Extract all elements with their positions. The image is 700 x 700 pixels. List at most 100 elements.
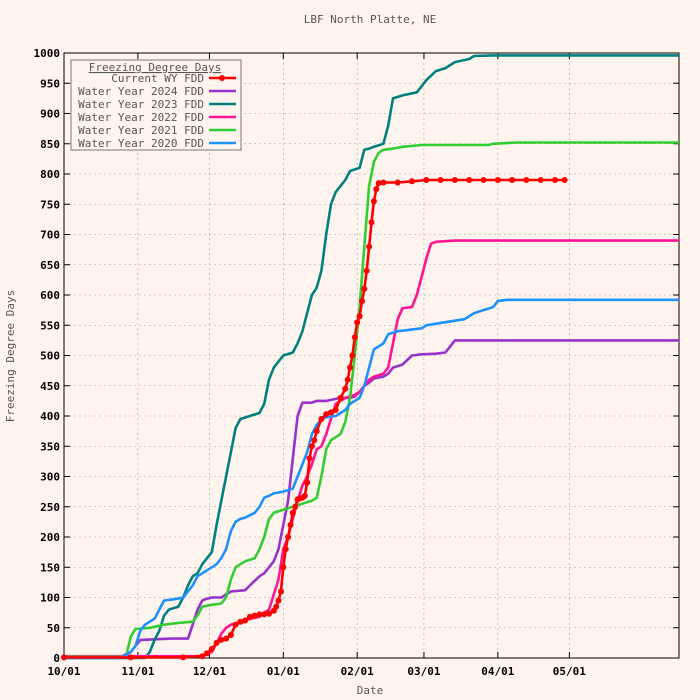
data-point	[266, 610, 272, 617]
data-point	[375, 180, 382, 187]
data-point	[227, 632, 234, 638]
data-point	[318, 416, 325, 422]
data-point	[232, 621, 239, 628]
x-tick-label: 12/01	[193, 665, 226, 678]
y-tick-label: 950	[40, 77, 60, 90]
series-line-water-year-2021-fdd	[64, 141, 679, 659]
data-point	[242, 617, 249, 624]
y-tick-label: 150	[40, 561, 60, 574]
data-point	[261, 611, 268, 618]
legend-label: Water Year 2020 FDD	[78, 137, 204, 150]
y-tick-label: 450	[40, 380, 60, 393]
series-line-water-year-2024-fdd	[64, 339, 679, 659]
y-tick-label: 250	[40, 501, 60, 514]
data-point	[359, 298, 365, 305]
data-point	[423, 177, 430, 183]
y-tick-label: 700	[40, 229, 60, 242]
data-point	[363, 267, 370, 274]
series-line-water-year-2020-fdd	[64, 298, 679, 660]
data-point	[308, 443, 315, 450]
y-tick-label: 1000	[34, 47, 61, 60]
data-point	[237, 618, 244, 625]
series-line-current-wy-fdd	[64, 178, 565, 659]
data-point	[351, 334, 358, 341]
data-point	[368, 219, 375, 226]
chart-title: LBF North Platte, NE	[304, 13, 436, 26]
data-point	[366, 243, 373, 250]
data-point	[354, 319, 361, 326]
data-point	[349, 352, 356, 359]
y-tick-label: 750	[40, 198, 60, 211]
grid	[64, 53, 679, 658]
data-point	[347, 364, 353, 371]
data-point	[277, 588, 284, 595]
data-point	[373, 186, 380, 193]
x-tick-label: 02/01	[341, 665, 374, 678]
data-point	[180, 654, 187, 661]
y-axis: 0 50 100 150 200 250 300 350 400 450 500 550 600 650 7…	[34, 47, 679, 665]
data-point	[311, 437, 318, 444]
y-tick-label: 850	[40, 138, 60, 151]
x-tick-label: 10/01	[47, 665, 80, 678]
data-point	[328, 409, 334, 416]
y-tick-label: 300	[40, 471, 60, 484]
x-axis: 10/01 11/01 12/01 01/01 02/01 03/01 04/01 05/01	[47, 53, 586, 678]
x-tick-label: 11/01	[121, 665, 154, 678]
legend-marker	[219, 75, 225, 81]
y-tick-label: 900	[40, 108, 60, 121]
y-tick-label: 100	[40, 592, 60, 605]
data-point	[523, 177, 530, 183]
series-line-water-year-2022-fdd	[64, 239, 679, 658]
data-point	[287, 521, 294, 528]
series-layer	[61, 54, 679, 661]
data-point	[370, 198, 377, 205]
y-tick-label: 200	[40, 531, 60, 544]
x-tick-label: 01/01	[267, 665, 300, 678]
data-point	[380, 179, 387, 186]
data-point	[304, 479, 311, 486]
data-point	[223, 635, 230, 642]
data-point	[282, 546, 289, 553]
data-point	[552, 177, 558, 183]
y-tick-label: 650	[40, 259, 60, 272]
data-point	[285, 534, 292, 540]
legend-label: Water Year 2023 FDD	[78, 98, 204, 111]
legend-label: Water Year 2021 FDD	[78, 124, 204, 137]
data-point	[337, 394, 344, 401]
legend-label: Water Year 2024 FDD	[78, 85, 204, 98]
data-point	[561, 177, 568, 183]
data-point	[246, 613, 253, 620]
data-point	[213, 639, 220, 646]
y-tick-label: 350	[40, 440, 60, 453]
data-point	[323, 411, 330, 418]
x-tick-label: 03/01	[407, 665, 440, 678]
data-point	[127, 654, 134, 661]
data-point	[332, 407, 339, 413]
data-point	[301, 492, 308, 499]
data-point	[537, 177, 544, 183]
data-point	[494, 177, 501, 183]
y-tick-label: 800	[40, 168, 60, 181]
data-point	[289, 509, 296, 516]
data-point	[273, 603, 280, 610]
data-point	[251, 612, 258, 619]
data-point	[437, 177, 444, 183]
y-tick-label: 500	[40, 350, 60, 363]
legend-label: Current WY FDD	[111, 72, 204, 85]
y-tick-label: 550	[40, 319, 60, 332]
data-point	[344, 376, 351, 383]
y-axis-label: Freezing Degree Days	[4, 290, 17, 422]
data-point	[409, 178, 415, 185]
data-point	[306, 455, 313, 462]
series-line-water-year-2023-fdd	[64, 54, 679, 660]
data-point	[218, 636, 225, 643]
data-point	[292, 503, 299, 510]
x-axis-label: Date	[357, 684, 384, 697]
data-point	[509, 177, 516, 183]
data-point	[256, 611, 263, 618]
data-point	[313, 428, 320, 435]
data-point	[466, 177, 473, 183]
data-point	[208, 645, 215, 652]
